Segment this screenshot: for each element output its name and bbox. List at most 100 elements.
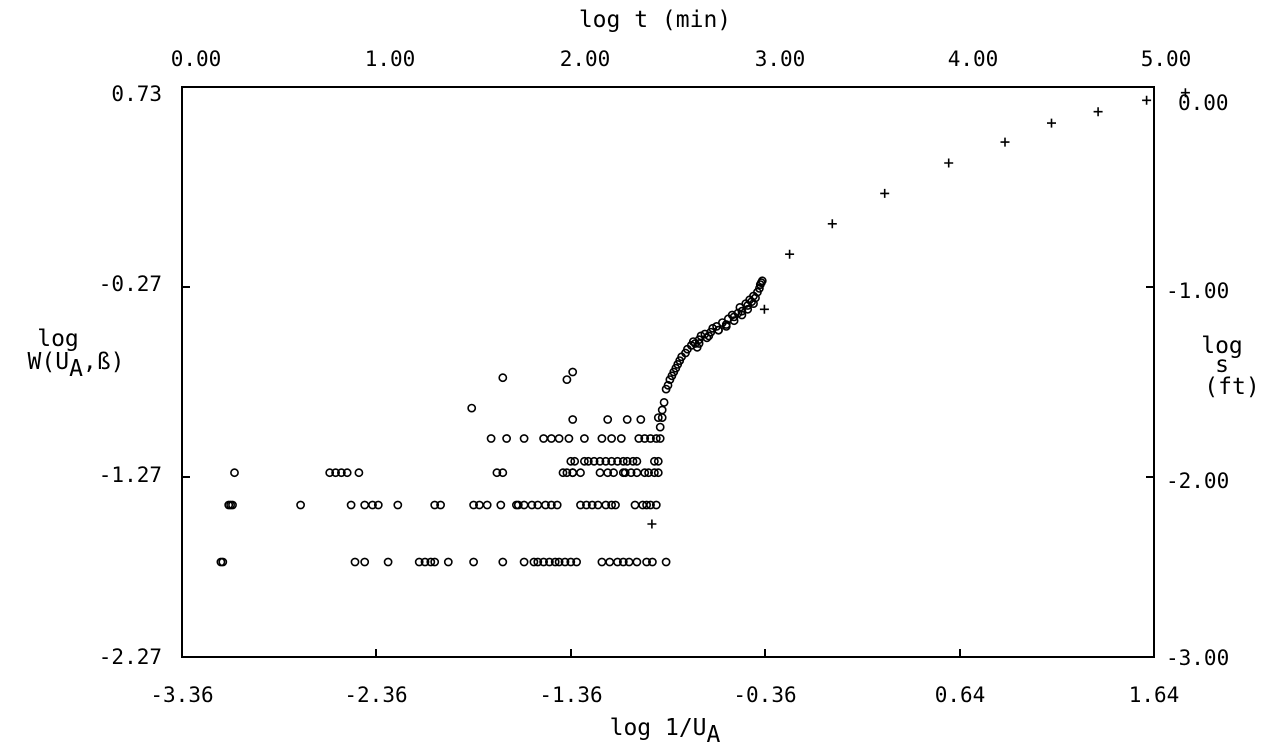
data-point-circle [659,397,669,407]
data-point-circle [443,557,453,567]
data-point-circle [727,310,737,320]
x-top-tick-label: 0.00 [171,47,222,71]
x-top-tick-label: 2.00 [560,47,611,71]
data-point-circle [714,325,723,335]
data-point-circle [597,434,607,443]
data-point-circle [603,415,613,424]
data-point-circle [640,434,650,443]
data-point-circle [486,434,496,443]
data-point-circle [572,557,581,567]
data-point-circle [373,500,383,510]
data-point-circle [420,557,430,567]
data-point-circle [605,557,615,567]
plus-series [647,88,1190,529]
data-point-circle [624,557,634,567]
data-point-circle [218,557,228,567]
data-point-circle [529,557,539,567]
data-point-circle [630,500,640,510]
data-point-circle [576,468,585,478]
x-bottom-tick-labels: -3.36 -2.36 -1.36 -0.36 0.64 1.64 [150,683,1179,707]
data-point-plus [944,158,954,168]
data-point-circle [547,434,556,443]
y-left-axis-title-pre: W(U [28,349,70,375]
data-point-circle [607,456,616,466]
data-point-circle [482,500,492,510]
data-point-circle [568,415,578,424]
x-bottom-tick-label: 0.64 [935,683,986,707]
data-point-circle [566,456,576,466]
data-point-circle [582,500,591,510]
x-bottom-axis-title: log 1/UA [610,715,721,748]
data-point-circle [368,500,377,510]
data-point-circle [640,468,650,478]
data-point-circle [580,456,589,466]
data-point-circle [653,468,663,478]
data-point-circle [336,468,346,478]
data-point-circle [646,434,655,443]
data-point-circle [519,434,529,443]
data-point-circle [651,434,661,443]
data-point-plus [827,219,837,229]
y-left-axis-title-line1: log [37,326,79,352]
data-point-circle [564,434,574,443]
plot-frame [181,86,1155,658]
circle-series [216,276,767,567]
data-point-circle [513,500,523,510]
data-point-circle [636,415,646,424]
data-point-plus [759,304,769,314]
data-point-circle [616,434,626,443]
data-point-circle [751,293,760,303]
data-point-circle [469,557,478,567]
data-point-circle [661,557,671,567]
data-point-circle [576,500,585,510]
data-point-circle [496,500,506,510]
data-point-circle [360,557,370,567]
data-point-plus [1180,88,1190,98]
y-left-tick-label: -1.27 [99,463,162,487]
data-point-circle [426,557,436,567]
data-point-circle [583,456,593,466]
y-left-tick-label: -2.27 [99,645,162,669]
data-point-circle [346,500,356,510]
data-point-plus [1047,118,1056,128]
y-right-axis-title-line1: log [1201,333,1243,359]
data-point-circle [383,557,393,567]
data-point-circle [650,456,659,466]
data-point-circle [737,306,747,316]
data-point-circle [655,422,665,432]
axis-ticks [182,286,1154,657]
y-right-tick-labels: 0.00 -1.00 -2.00 -3.00 [1166,91,1229,670]
data-point-circle [632,557,642,567]
data-point-circle [655,434,665,443]
data-point-circle [595,468,605,478]
data-point-circle [430,500,440,510]
x-bottom-tick-label: -3.36 [150,683,213,707]
data-point-circle [663,380,673,390]
y-right-axis-title-line3: (ft) [1204,374,1259,400]
data-point-circle [644,468,653,478]
x-top-tick-label: 1.00 [365,47,416,71]
y-right-tick-label: -2.00 [1166,469,1229,493]
data-point-circle [393,500,403,510]
data-point-circle [620,468,630,478]
data-point-circle [729,316,739,326]
x-bottom-axis-title-sub: A [707,722,721,748]
data-point-circle [533,557,543,567]
data-point-circle [545,557,554,567]
data-point-circle [527,500,537,510]
data-point-circle [618,557,628,567]
data-point-circle [568,367,578,377]
data-point-circle [558,468,568,478]
data-point-circle [609,468,618,478]
data-point-circle [498,557,508,567]
data-point-circle [650,468,659,478]
data-point-circle [325,468,335,478]
data-point-circle [648,557,657,567]
data-point-circle [587,500,597,510]
y-right-tick-label: 0.00 [1178,91,1229,115]
data-point-circle [560,557,570,567]
data-point-circle [539,557,548,567]
data-point-circle [539,434,548,443]
data-point-circle [554,434,564,443]
data-point-circle [632,456,642,466]
